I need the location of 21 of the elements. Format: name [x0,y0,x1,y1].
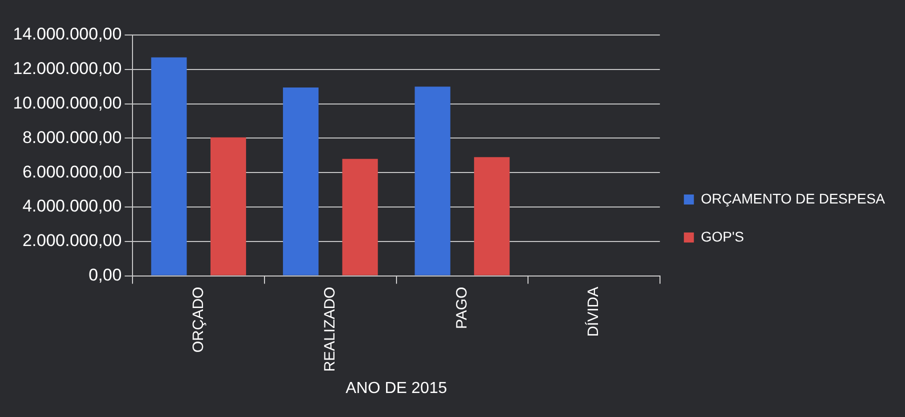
x-axis-title: ANO DE 2015 [346,380,448,397]
y-tick-label: 14.000.000,00 [12,24,122,44]
y-tick-label: 10.000.000,00 [12,93,122,112]
x-tick-label: ORÇADO [190,286,207,353]
y-tick-label: 0,00 [88,265,122,284]
y-tick-label: 8.000.000,00 [22,128,122,147]
legend-label: ORÇAMENTO DE DESPESA [700,190,886,206]
x-tick-label: PAGO [453,286,470,330]
y-tick-label: 6.000.000,00 [22,162,122,182]
x-tick-label: DÍVIDA [584,286,602,337]
y-tick-label: 4.000.000,00 [22,196,122,216]
x-tick-label: REALIZADO [322,286,339,372]
bar [474,157,510,276]
bar [210,137,246,276]
legend-label: GOP'S [700,228,744,244]
bar [414,86,450,276]
bar [342,158,378,276]
y-tick-label: 12.000.000,00 [12,59,122,78]
bar [282,87,319,276]
y-tick-label: 2.000.000,00 [22,231,122,250]
bar [151,57,187,276]
